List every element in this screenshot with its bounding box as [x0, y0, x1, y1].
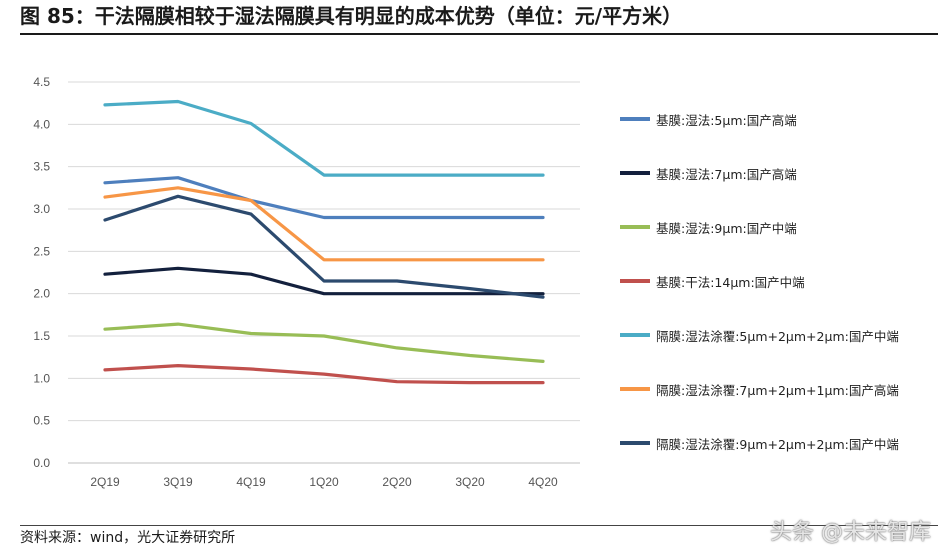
series-line-5 — [103, 99, 545, 177]
legend-swatch — [620, 171, 650, 175]
title-divider — [20, 33, 938, 35]
legend-item: 基膜:湿法:5μm:国产高端 — [620, 92, 938, 146]
legend-item: 隔膜:湿法涂覆:9μm+2μm+2μm:国产中端 — [620, 416, 938, 470]
legend-item: 隔膜:湿法涂覆:7μm+2μm+1μm:国产高端 — [620, 362, 938, 416]
x-tick-label: 2Q20 — [382, 475, 412, 489]
series-line-3 — [103, 322, 545, 363]
legend-label: 基膜:湿法:9μm:国产中端 — [656, 220, 797, 236]
legend-item: 基膜:干法:14μm:国产中端 — [620, 254, 938, 308]
legend-label: 隔膜:湿法涂覆:9μm+2μm+2μm:国产中端 — [656, 436, 899, 452]
y-tick-label: 0.0 — [33, 456, 50, 470]
legend-swatch — [620, 279, 650, 283]
y-tick-label: 0.5 — [33, 414, 50, 428]
y-tick-label: 4.5 — [33, 75, 50, 89]
series-line-1 — [103, 176, 545, 220]
legend-swatch — [620, 387, 650, 391]
series-line-4 — [103, 364, 545, 385]
legend-swatch — [620, 333, 650, 337]
legend-label: 基膜:湿法:7μm:国产高端 — [656, 166, 797, 182]
y-tick-label: 2.0 — [33, 287, 50, 301]
legend-label: 隔膜:湿法涂覆:7μm+2μm+1μm:国产高端 — [656, 382, 899, 398]
y-tick-label: 2.5 — [33, 244, 50, 258]
legend-label: 隔膜:湿法涂覆:5μm+2μm+2μm:国产中端 — [656, 328, 899, 344]
x-tick-label: 3Q19 — [163, 475, 193, 489]
footer-divider — [20, 525, 938, 526]
legend-swatch — [620, 441, 650, 445]
legend-swatch — [620, 225, 650, 229]
x-tick-label: 1Q20 — [309, 475, 339, 489]
y-tick-label: 1.0 — [33, 371, 50, 385]
series-line-2 — [103, 266, 545, 296]
chart-title: 图 85：干法隔膜相较于湿法隔膜具有明显的成本优势（单位：元/平方米） — [20, 4, 683, 28]
x-tick-label: 3Q20 — [455, 475, 485, 489]
watermark: 头条 @未来智库 — [770, 520, 931, 545]
x-tick-label: 2Q19 — [90, 475, 120, 489]
legend-item: 隔膜:湿法涂覆:5μm+2μm+2μm:国产中端 — [620, 308, 938, 362]
legend-item: 基膜:湿法:7μm:国产高端 — [620, 146, 938, 200]
y-tick-label: 1.5 — [33, 329, 50, 343]
y-tick-label: 3.5 — [33, 160, 50, 174]
legend-label: 基膜:干法:14μm:国产中端 — [656, 274, 805, 290]
series-line-6 — [103, 186, 545, 262]
legend-swatch — [620, 117, 650, 121]
x-tick-label: 4Q19 — [236, 475, 266, 489]
x-tick-label: 4Q20 — [528, 475, 558, 489]
legend-label: 基膜:湿法:5μm:国产高端 — [656, 112, 797, 128]
legend-item: 基膜:湿法:9μm:国产中端 — [620, 200, 938, 254]
source-note: 资料来源：wind，光大证券研究所 — [20, 530, 236, 546]
y-tick-label: 3.0 — [33, 202, 50, 216]
line-chart: 0.0 0.5 1.0 1.5 2.0 2.5 3.0 3.5 4.0 4.5 2Q19 3Q19 4Q… — [33, 75, 580, 489]
y-tick-label: 4.0 — [33, 117, 50, 131]
chart-legend: 基膜:湿法:5μm:国产高端 基膜:湿法:7μm:国产高端 基膜:湿法:9μm:国产… — [620, 92, 938, 470]
series-line-7 — [103, 194, 545, 299]
